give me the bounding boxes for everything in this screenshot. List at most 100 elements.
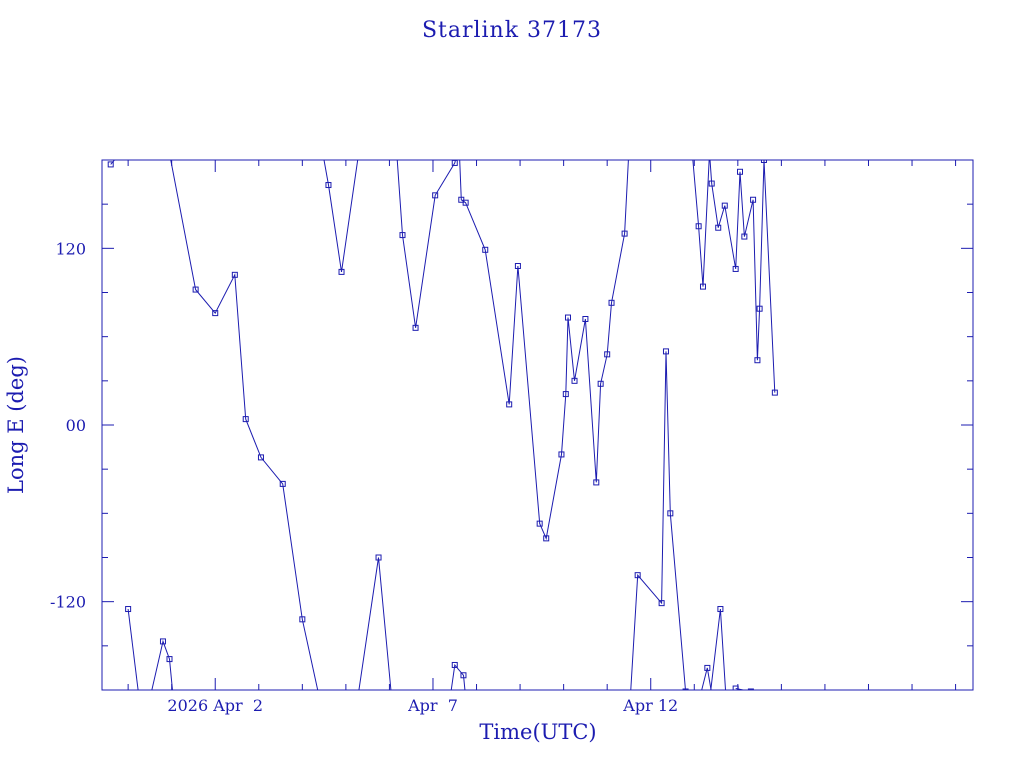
data-point bbox=[724, 710, 729, 715]
data-point bbox=[536, 520, 543, 527]
data-point bbox=[760, 160, 767, 163]
data-point bbox=[444, 724, 449, 729]
data-point bbox=[699, 283, 706, 290]
data-point bbox=[163, 128, 168, 133]
data-point bbox=[375, 554, 382, 561]
data-point bbox=[322, 717, 327, 722]
data-point bbox=[451, 160, 458, 166]
series-line-segment bbox=[170, 160, 319, 690]
x-axis-label: Time(UTC) bbox=[479, 720, 596, 744]
y-tick-label: 120 bbox=[55, 239, 86, 258]
data-point bbox=[242, 416, 249, 423]
series-line-segment bbox=[151, 639, 173, 690]
data-point bbox=[166, 656, 173, 663]
data-point bbox=[460, 672, 467, 679]
data-point bbox=[325, 182, 332, 189]
data-point bbox=[389, 695, 394, 700]
data-point bbox=[714, 717, 719, 722]
data-point bbox=[412, 324, 419, 331]
data-point bbox=[757, 717, 762, 722]
data-point bbox=[771, 389, 778, 396]
data-point bbox=[174, 724, 179, 729]
data-point bbox=[399, 232, 406, 239]
data-point bbox=[159, 638, 166, 645]
data-point bbox=[732, 265, 739, 272]
data-point bbox=[737, 168, 744, 175]
data-point bbox=[715, 224, 722, 231]
data-point bbox=[352, 717, 357, 722]
tick-labels: -120 00 120 2026 Apr 2 Apr 7 Apr 12 bbox=[50, 239, 678, 715]
data-point bbox=[608, 299, 615, 306]
data-point bbox=[107, 161, 114, 168]
y-tick-label: -120 bbox=[50, 593, 86, 612]
data-point bbox=[708, 180, 715, 187]
data-point bbox=[212, 310, 219, 317]
y-axis-label: Long E (deg) bbox=[4, 356, 28, 494]
x-tick-label: 2026 Apr 2 bbox=[167, 696, 263, 715]
axis-ticks bbox=[102, 160, 973, 690]
data-point bbox=[695, 223, 702, 230]
data-point bbox=[732, 685, 739, 690]
series-line-segment bbox=[127, 608, 139, 690]
data-point bbox=[721, 202, 728, 209]
x-tick-label: Apr 12 bbox=[622, 696, 678, 715]
data-point bbox=[299, 616, 306, 623]
data-point bbox=[125, 606, 132, 613]
series-line-segment bbox=[735, 688, 746, 690]
data-point bbox=[593, 479, 600, 486]
data-point bbox=[597, 380, 604, 387]
data-point bbox=[558, 451, 565, 458]
data-point bbox=[682, 688, 689, 690]
data-point bbox=[707, 150, 712, 155]
data-point bbox=[231, 271, 238, 278]
data-point bbox=[662, 348, 669, 355]
data-point bbox=[717, 606, 724, 613]
data-point bbox=[747, 688, 754, 690]
data-point bbox=[465, 717, 470, 722]
data-point bbox=[141, 724, 146, 729]
data-point bbox=[451, 661, 458, 668]
data-point bbox=[457, 143, 462, 148]
data-point bbox=[543, 535, 550, 542]
data-point bbox=[359, 134, 364, 139]
plot-border bbox=[101, 159, 974, 691]
chart-title: Starlink 37173 bbox=[422, 18, 602, 43]
x-tick-label: Apr 7 bbox=[407, 696, 458, 715]
series-line-segment bbox=[692, 160, 776, 393]
series-line-segment bbox=[358, 557, 392, 690]
data-point bbox=[694, 708, 699, 713]
data-point bbox=[571, 377, 578, 384]
series-line-segment bbox=[710, 608, 727, 690]
data-point bbox=[514, 263, 521, 269]
series-track bbox=[107, 128, 778, 729]
data-point bbox=[393, 140, 398, 145]
data-point bbox=[137, 695, 142, 700]
series-line-segment bbox=[450, 663, 466, 690]
data-point bbox=[741, 233, 748, 240]
data-point bbox=[192, 286, 199, 293]
data-point bbox=[462, 199, 469, 206]
data-point bbox=[690, 149, 695, 154]
data-point bbox=[432, 192, 439, 199]
data-point bbox=[667, 510, 674, 517]
data-point bbox=[704, 664, 711, 671]
plot-frame bbox=[101, 159, 974, 691]
data-point bbox=[279, 480, 286, 487]
y-tick-label: 00 bbox=[66, 416, 86, 435]
data-point bbox=[564, 314, 571, 321]
data-point bbox=[132, 134, 137, 139]
data-point bbox=[582, 316, 589, 322]
data-point bbox=[338, 268, 345, 275]
data-point bbox=[754, 357, 761, 364]
data-point bbox=[658, 600, 665, 607]
series-line-segment bbox=[630, 351, 712, 690]
data-point bbox=[705, 717, 710, 722]
data-point bbox=[750, 196, 757, 203]
data-point bbox=[634, 572, 641, 579]
data-point bbox=[319, 146, 324, 151]
data-point bbox=[626, 717, 631, 722]
data-point bbox=[506, 401, 513, 408]
data-point bbox=[626, 146, 631, 151]
series-line-segment bbox=[323, 160, 359, 272]
